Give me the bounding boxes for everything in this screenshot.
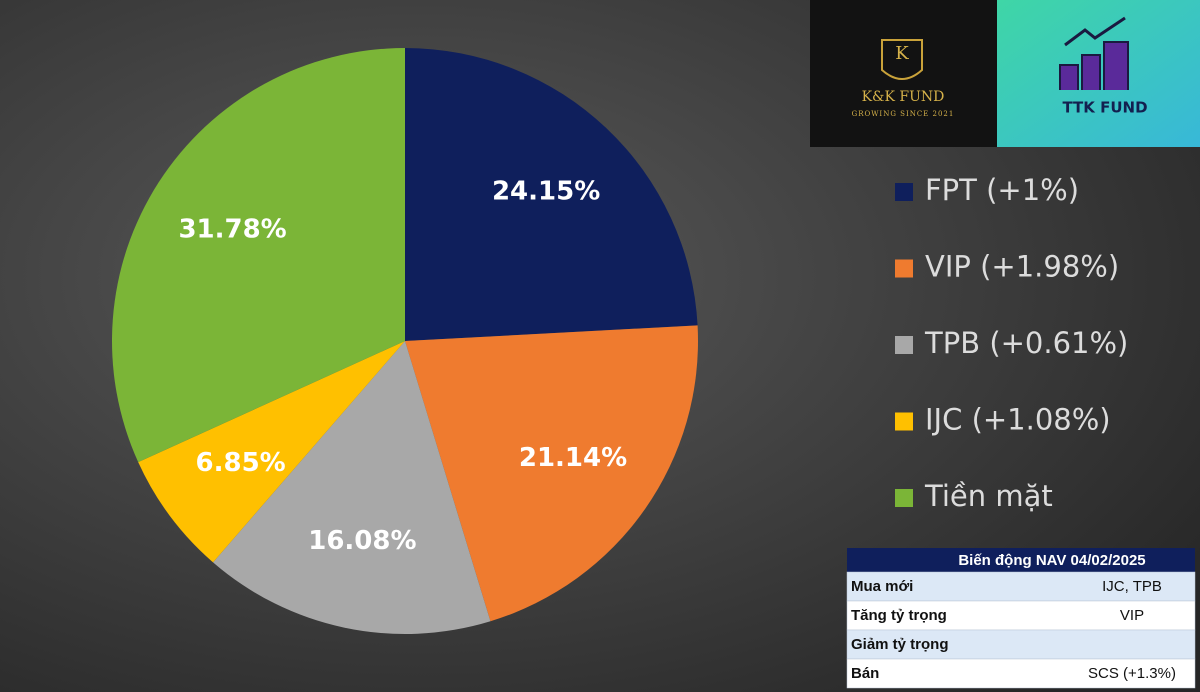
table-header bbox=[847, 548, 1195, 572]
data-label: 21.14% bbox=[519, 443, 627, 473]
data-label: 31.78% bbox=[178, 214, 286, 244]
logo-arrow bbox=[1064, 16, 1126, 47]
pie-slice bbox=[112, 48, 406, 463]
legend-swatch bbox=[895, 489, 913, 507]
legend-label: VIP (+1.98%) bbox=[925, 250, 1119, 284]
logo-bars bbox=[1059, 41, 1129, 90]
table-cell: Bán bbox=[851, 665, 879, 682]
table-row bbox=[846, 571, 1196, 602]
data-label: 24.15% bbox=[492, 177, 600, 207]
logo-tagline: GROWING SINCE 2021 bbox=[852, 110, 955, 118]
table-cell: Tăng tỷ trọng bbox=[851, 607, 947, 624]
logo-box bbox=[810, 0, 997, 147]
legend-label: FPT (+1%) bbox=[925, 173, 1079, 207]
nav-table: Biến động NAV 04/02/2025 Mua mới IJC, TPB… bbox=[846, 548, 1196, 689]
legend-label: IJC (+1.08%) bbox=[925, 403, 1111, 437]
ttk-logo: TTK FUND bbox=[997, 0, 1200, 147]
pie-slice bbox=[405, 325, 698, 622]
legend-swatch bbox=[895, 183, 913, 201]
logo-name: TTK FUND bbox=[1062, 99, 1147, 117]
table-cell: Mua mới bbox=[851, 578, 913, 595]
legend-swatch bbox=[895, 259, 913, 278]
pie-slice bbox=[213, 341, 491, 635]
data-label: 16.08% bbox=[308, 526, 416, 556]
logo-name: K&K FUND bbox=[862, 89, 945, 105]
pie-slice bbox=[405, 48, 698, 341]
table-row bbox=[846, 629, 1196, 660]
legend-swatch bbox=[895, 336, 913, 354]
data-label: 6.85% bbox=[196, 448, 286, 478]
table-title: Biến động NAV 04/02/2025 bbox=[958, 552, 1145, 569]
table-cell: SCS (+1.3%) bbox=[1088, 665, 1176, 682]
table-row bbox=[846, 658, 1196, 689]
legend-label: TPB (+0.61%) bbox=[924, 326, 1128, 360]
logo-shield bbox=[881, 39, 923, 80]
kk-logo: K K&K FUND GROWING SINCE 2021 bbox=[810, 0, 997, 147]
logo-monogram: K bbox=[895, 43, 909, 64]
legend-swatch bbox=[895, 412, 913, 431]
table-cell: Giảm tỷ trọng bbox=[851, 636, 949, 653]
table-cell: IJC, TPB bbox=[1102, 578, 1162, 595]
legend-label: Tiền mặt bbox=[924, 479, 1053, 513]
table-row bbox=[846, 600, 1196, 631]
pie-slice bbox=[138, 341, 405, 563]
table-cell: VIP bbox=[1120, 607, 1144, 624]
